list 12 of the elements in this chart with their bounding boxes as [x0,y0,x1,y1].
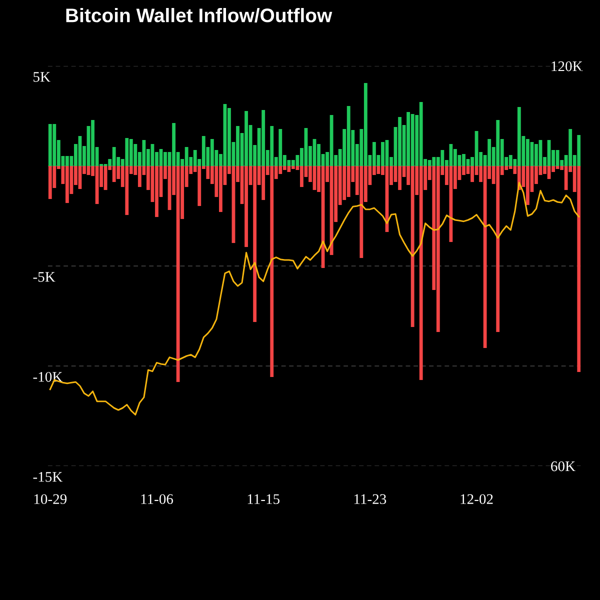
y2-tick-label: 120K [552,61,583,72]
x-tick-label: 11-23 [354,494,386,504]
chart-title: Bitcoin Wallet Inflow/Outflow [66,8,332,22]
y-tick-label: 5K [34,72,50,82]
x-tick-label: 11-06 [141,494,174,504]
x-tick-label: 11-15 [248,494,280,504]
y-tick-label: -15K [33,472,63,482]
y2-tick-label: 60K [551,461,576,472]
x-tick-label: 12-02 [460,494,493,504]
y-tick-label: -10K [33,372,63,382]
x-tick-label: 10-29 [34,494,67,504]
y-tick-label: -5K [33,272,56,282]
